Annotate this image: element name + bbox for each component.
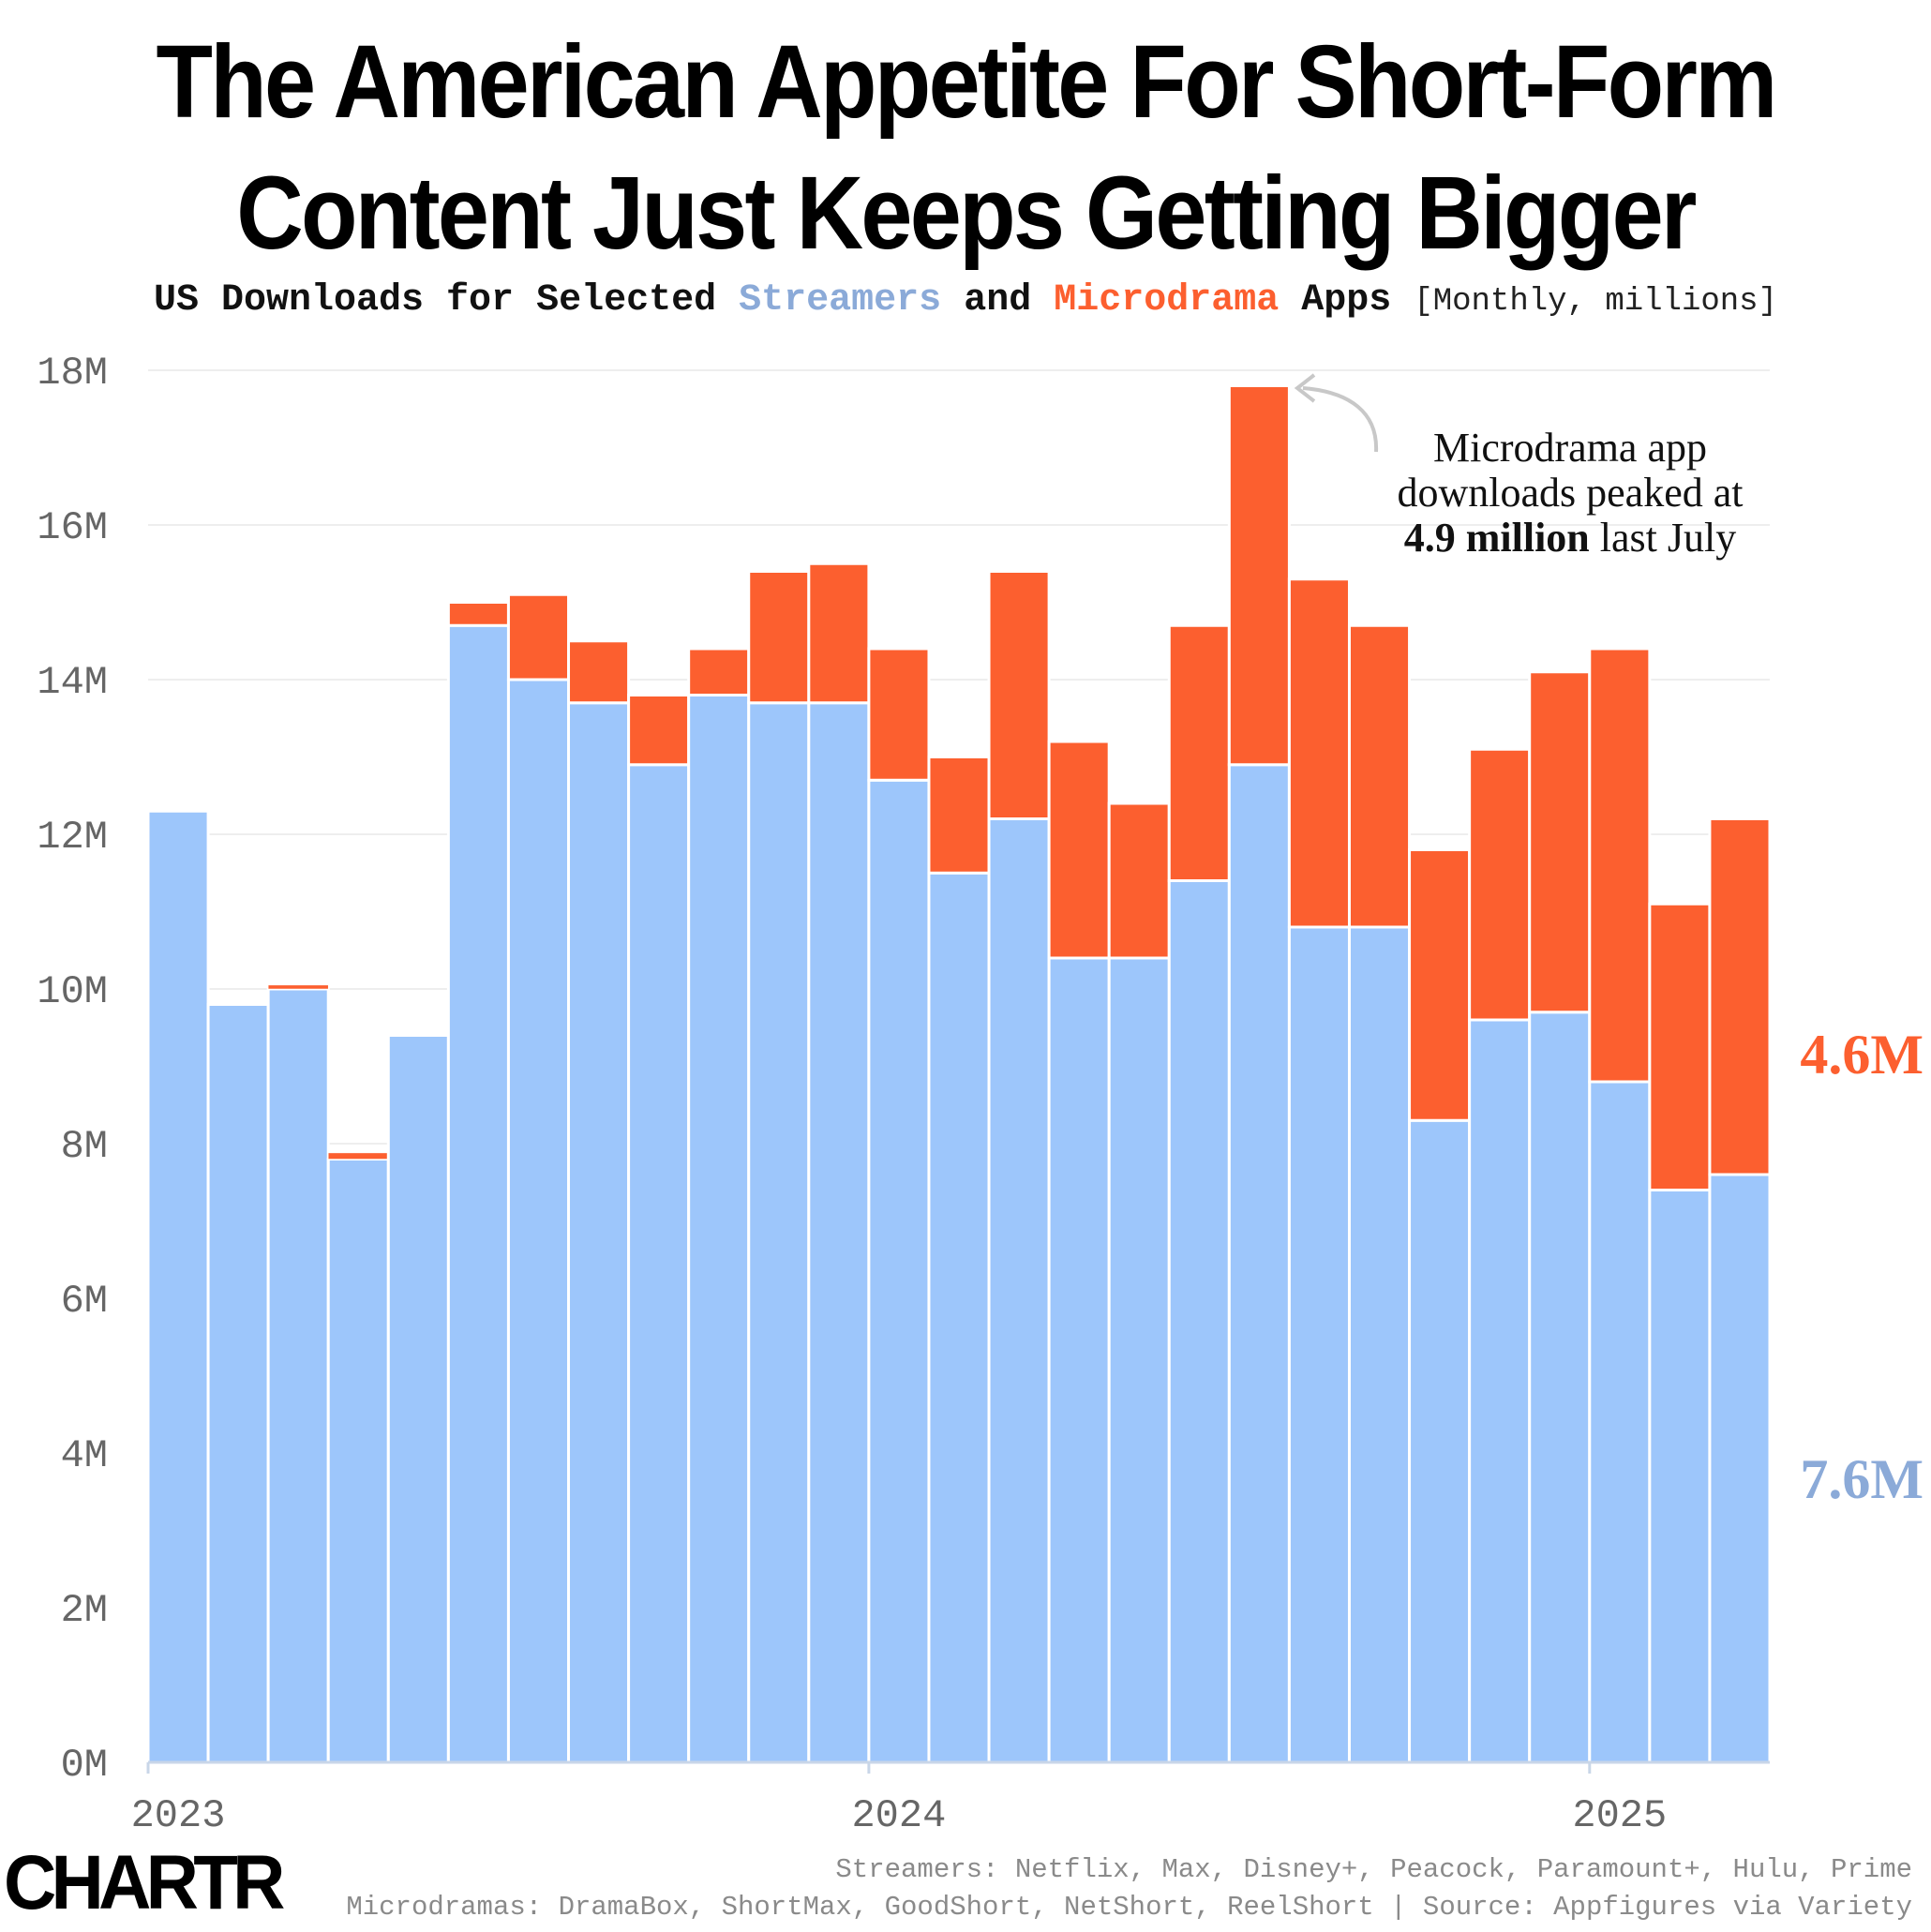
- bar-streamers: [1107, 956, 1171, 1764]
- bar-microdrama: [1648, 902, 1712, 1191]
- bar-microdrama: [687, 647, 751, 696]
- annotation-rest: last July: [1590, 515, 1736, 561]
- bar-streamers: [1047, 956, 1111, 1764]
- bar-streamers: [1347, 925, 1412, 1764]
- end-label-streamers: 7.6M: [1800, 1448, 1924, 1510]
- bar-streamers: [1648, 1189, 1712, 1764]
- bars: [146, 384, 1772, 1764]
- footer-microdramas-list: Microdramas: DramaBox, ShortMax, GoodSho…: [346, 1892, 1912, 1923]
- x-tick-label: 2024: [851, 1793, 946, 1838]
- bar-streamers: [927, 871, 991, 1764]
- bar-streamers: [1468, 1018, 1532, 1764]
- annotation-arrow: [1302, 386, 1379, 453]
- x-tick-label: 2025: [1572, 1793, 1667, 1838]
- footer-streamers-list: Streamers: Netflix, Max, Disney+, Peacoc…: [835, 1854, 1912, 1885]
- annotation-bold: 4.9 million: [1404, 515, 1590, 561]
- bar-streamers: [1588, 1080, 1652, 1764]
- bar-microdrama: [446, 601, 510, 627]
- bar-streamers: [867, 778, 931, 1764]
- bar-streamers: [807, 701, 871, 1764]
- annotation-line-3: 4.9 million last July: [1404, 515, 1736, 561]
- bar-microdrama: [627, 694, 691, 767]
- bar-streamers: [266, 987, 330, 1764]
- chart-subtitle: US Downloads for Selected Streamers and …: [0, 279, 1931, 322]
- subtitle-unit: [Monthly, millions]: [1414, 284, 1777, 320]
- bar-streamers: [446, 623, 510, 1764]
- bar-microdrama: [327, 1152, 389, 1160]
- bar-microdrama: [506, 592, 571, 681]
- subtitle-apps: Apps: [1301, 279, 1392, 322]
- bar-microdrama: [1167, 623, 1231, 882]
- y-tick-label: 2M: [61, 1588, 108, 1633]
- bar-microdrama: [1528, 670, 1592, 1014]
- subtitle-and: and: [964, 279, 1032, 322]
- bar-streamers: [1528, 1011, 1592, 1764]
- bar-microdrama: [267, 984, 329, 990]
- bar-streamers: [506, 678, 571, 1764]
- bar-streamers: [206, 1003, 270, 1764]
- bar-microdrama: [747, 570, 811, 705]
- bar-microdrama: [1408, 848, 1472, 1122]
- x-axis: 2023 2024 2025: [131, 1760, 1770, 1838]
- chartr-logo: CHARTR: [4, 1840, 285, 1925]
- bar-microdrama: [807, 562, 871, 705]
- subtitle-microdrama: Microdrama: [1054, 279, 1280, 322]
- bar-microdrama: [1227, 384, 1291, 767]
- bar-microdrama: [1468, 747, 1532, 1022]
- subtitle-prefix: US Downloads for Selected: [154, 279, 717, 322]
- bar-streamers: [567, 701, 631, 1764]
- end-label-microdrama: 4.6M: [1800, 1024, 1924, 1086]
- bar-microdrama: [927, 756, 991, 875]
- y-tick-label: 12M: [37, 815, 108, 860]
- y-tick-label: 6M: [61, 1279, 108, 1324]
- y-tick-label: 14M: [37, 660, 108, 705]
- bar-streamers: [1287, 925, 1351, 1764]
- bar-microdrama: [1287, 577, 1351, 929]
- annotation-line-2: downloads peaked at: [1398, 470, 1744, 516]
- title-line-2: Content Just Keeps Getting Bigger: [236, 156, 1697, 271]
- bar-microdrama: [1588, 647, 1652, 1084]
- annotation: Microdrama app downloads peaked at 4.9 m…: [1294, 373, 1744, 561]
- annotation-arrowhead: [1294, 373, 1316, 403]
- y-tick-label: 0M: [61, 1743, 108, 1788]
- bar-microdrama: [567, 639, 631, 705]
- bar-streamers: [747, 701, 811, 1764]
- bar-streamers: [687, 694, 751, 1764]
- bar-streamers: [1167, 879, 1231, 1764]
- subtitle-streamers: Streamers: [739, 279, 942, 322]
- bar-microdrama: [1107, 801, 1171, 960]
- x-tick-label: 2023: [131, 1793, 226, 1838]
- bar-microdrama: [867, 647, 931, 782]
- y-axis-labels: 0M 2M 4M 6M 8M 10M 12M 14M 16M 18M: [37, 351, 108, 1788]
- bar-streamers: [326, 1158, 390, 1764]
- bar-microdrama: [987, 570, 1051, 820]
- title-line-1: The American Appetite For Short-Form: [156, 24, 1777, 140]
- bar-streamers: [987, 817, 1051, 1764]
- bar-microdrama: [1347, 623, 1412, 929]
- bar-microdrama: [1047, 740, 1111, 960]
- annotation-line-1: Microdrama app: [1433, 425, 1707, 471]
- y-tick-label: 18M: [37, 351, 108, 396]
- bar-streamers: [1708, 1173, 1772, 1764]
- bar-streamers: [627, 763, 691, 1764]
- y-tick-label: 4M: [61, 1433, 108, 1478]
- bar-streamers: [386, 1034, 450, 1764]
- y-tick-label: 10M: [37, 969, 108, 1014]
- bar-streamers: [1408, 1118, 1472, 1764]
- y-tick-label: 8M: [61, 1124, 108, 1169]
- bar-streamers: [146, 809, 210, 1764]
- bar-microdrama: [1708, 817, 1772, 1176]
- bar-streamers: [1227, 763, 1291, 1764]
- y-tick-label: 16M: [37, 505, 108, 550]
- chart-title: The American Appetite For Short-Form Con…: [97, 17, 1834, 279]
